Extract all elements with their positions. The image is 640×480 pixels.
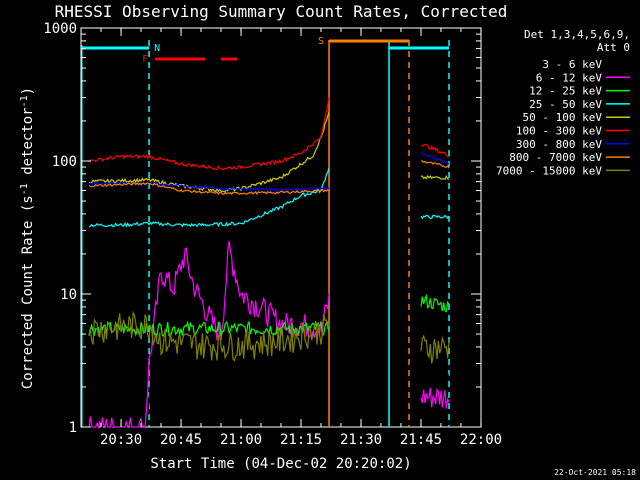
legend-label: 300 - 800 keV bbox=[516, 138, 602, 151]
series-layer bbox=[88, 97, 450, 430]
chart-title: RHESSI Observing Summary Count Rates, Co… bbox=[55, 2, 508, 21]
series-line-6-12kev bbox=[88, 240, 450, 430]
legend-header: Det 1,3,4,5,6,9, bbox=[524, 28, 630, 41]
x-tick-label: 21:00 bbox=[220, 432, 262, 448]
legend-label: 100 - 300 keV bbox=[516, 125, 602, 138]
x-tick-label: 20:30 bbox=[100, 432, 142, 448]
legend-label: 800 - 7000 keV bbox=[509, 151, 602, 164]
x-axis: 20:30 20:45 21:00 21:15 21:30 21:45 22:00 bbox=[80, 28, 502, 448]
legend-label: 12 - 25 keV bbox=[529, 85, 602, 98]
x-axis-label: Start Time (04-Dec-02 20:20:02) bbox=[150, 456, 411, 472]
timestamp: 22-Oct-2021 05:18 bbox=[554, 468, 636, 477]
legend-label: 7000 - 15000 keV bbox=[496, 164, 602, 177]
flag-label: F bbox=[142, 54, 148, 65]
series-line-7000-15000kev bbox=[88, 310, 450, 364]
flag-label: N bbox=[154, 43, 160, 54]
y-axis: 1 10 100 1000 bbox=[43, 21, 481, 436]
x-tick-label: 21:45 bbox=[400, 432, 442, 448]
series-line-12-25kev bbox=[88, 293, 450, 338]
y-axis-label-part: ) bbox=[20, 87, 36, 95]
legend-label: 25 - 50 keV bbox=[529, 98, 602, 111]
plot-frame bbox=[80, 27, 482, 428]
series-line-25-50kev bbox=[88, 167, 450, 228]
y-axis-label-part: Corrected Count Rate (s bbox=[20, 195, 36, 389]
legend-header: Att 0 bbox=[597, 41, 630, 54]
y-axis-label-part: -1 bbox=[19, 183, 30, 195]
observing-flag-layer: NF S bbox=[81, 36, 450, 65]
y-axis-label-part: detector bbox=[20, 107, 36, 183]
x-tick-label: 20:45 bbox=[160, 432, 202, 448]
series-line-800-7000kev bbox=[88, 160, 450, 196]
series-line-300-800kev bbox=[88, 151, 450, 192]
legend-label: 6 - 12 keV bbox=[536, 71, 603, 84]
x-tick-label: 22:00 bbox=[460, 432, 502, 448]
legend-label: 3 - 6 keV bbox=[542, 58, 602, 71]
series-line-3-6kev bbox=[88, 202, 450, 429]
y-tick-label: 10 bbox=[60, 287, 77, 303]
y-tick-label: 1 bbox=[69, 420, 77, 436]
legend-label: 50 - 100 keV bbox=[523, 111, 603, 124]
x-tick-label: 21:30 bbox=[340, 432, 382, 448]
series-line-50-100kev bbox=[88, 112, 450, 193]
flag-marker-layer bbox=[81, 40, 450, 427]
y-tick-label: 1000 bbox=[43, 21, 77, 37]
series-line-100-300kev bbox=[88, 97, 450, 171]
y-axis-label-part: -1 bbox=[19, 95, 30, 107]
flag-label: S bbox=[318, 36, 324, 47]
x-tick-label: 21:15 bbox=[280, 432, 322, 448]
y-tick-label: 100 bbox=[52, 154, 77, 170]
y-axis-label: Corrected Count Rate (s-1 detector-1) bbox=[19, 87, 37, 389]
